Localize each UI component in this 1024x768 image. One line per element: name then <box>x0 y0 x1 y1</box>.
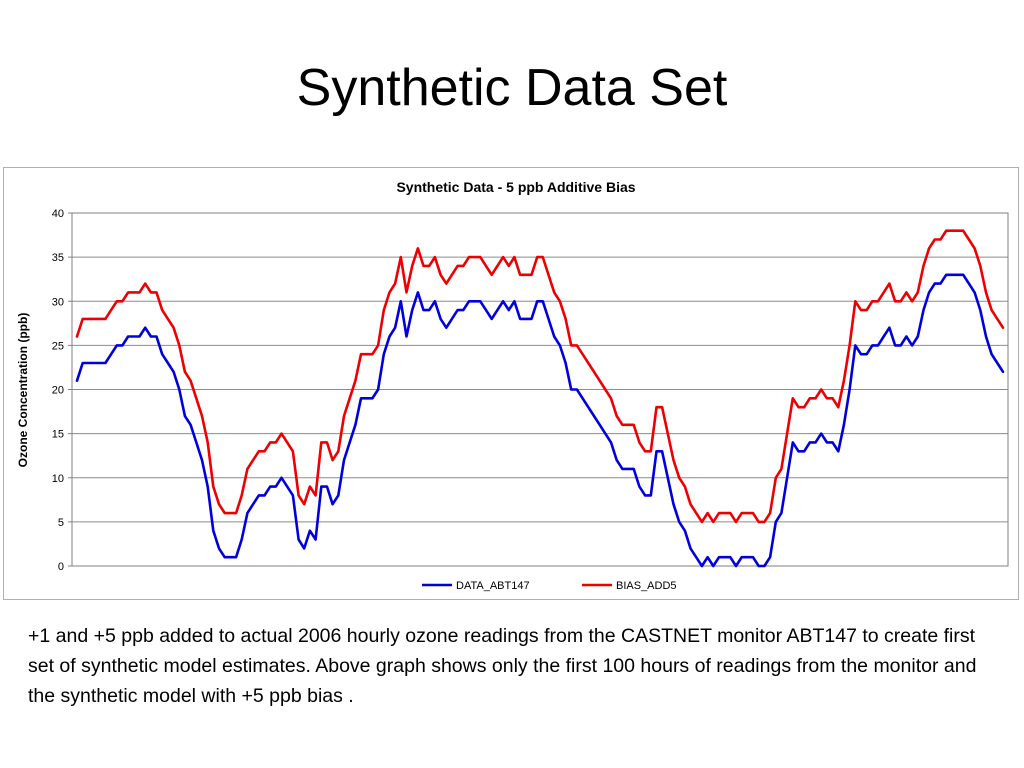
series-line-data_abt147 <box>75 273 1005 568</box>
y-tick-label: 40 <box>52 208 64 220</box>
plot-area-border <box>71 212 1009 567</box>
legend-label-bias_add5: BIAS_ADD5 <box>616 580 677 592</box>
y-tick-label: 30 <box>52 296 64 308</box>
y-tick-label: 35 <box>52 252 64 264</box>
grid-layer <box>68 212 1009 567</box>
y-tick-labels: 0 5 10 15 20 25 30 35 40 <box>52 208 64 573</box>
y-axis-label: Ozone Concentration (ppb) <box>16 313 30 468</box>
y-tick-label: 20 <box>52 385 64 397</box>
slide-title: Synthetic Data Set <box>296 59 728 117</box>
series-line-bias_add5 <box>75 229 1005 524</box>
y-tick-label: 25 <box>52 340 64 352</box>
y-tick-label: 10 <box>52 473 64 485</box>
legend: DATA_ABT147 BIAS_ADD5 <box>422 580 677 592</box>
legend-label-data_abt147: DATA_ABT147 <box>456 580 530 592</box>
series-layer <box>75 229 1005 568</box>
y-tick-label: 15 <box>52 429 64 441</box>
slide-caption: +1 and +5 ppb added to actual 2006 hourl… <box>28 625 977 707</box>
line-chart: Synthetic Data - 5 ppb Additive Bias Ozo… <box>16 179 1009 592</box>
y-tick-label: 0 <box>58 561 64 573</box>
chart-frame: Synthetic Data - 5 ppb Additive Bias Ozo… <box>3 167 1019 600</box>
chart-title: Synthetic Data - 5 ppb Additive Bias <box>396 179 635 195</box>
y-tick-label: 5 <box>58 517 64 529</box>
